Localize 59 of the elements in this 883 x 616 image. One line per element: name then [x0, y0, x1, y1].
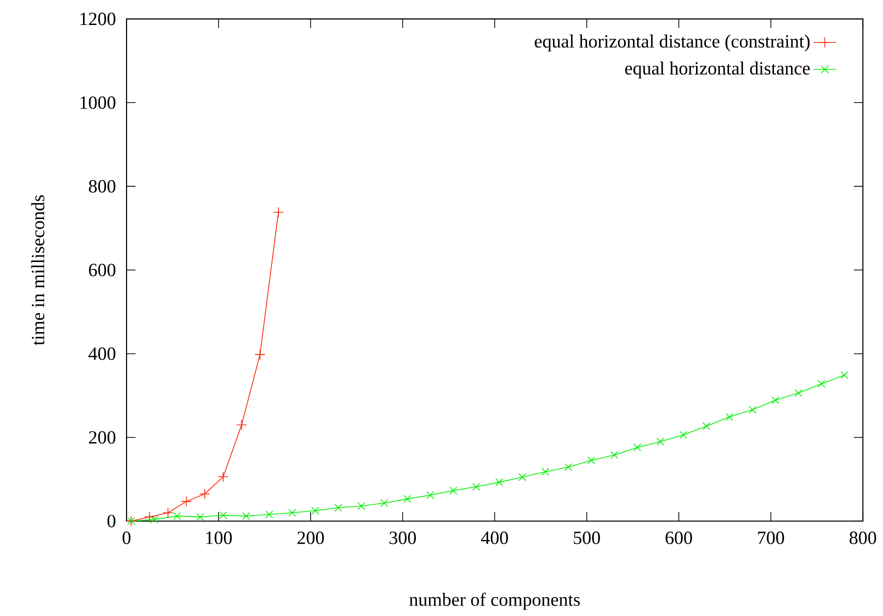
x-tick-label: 400	[481, 532, 508, 544]
x-tick-label: 100	[206, 532, 232, 544]
point	[311, 506, 320, 515]
point	[180, 496, 192, 507]
x-tick-label: 600	[666, 532, 692, 544]
point	[656, 438, 664, 446]
point	[218, 471, 229, 482]
x-tick-label: 800	[850, 532, 876, 544]
y-tick-label: 400	[88, 347, 116, 360]
point	[254, 349, 266, 360]
point	[748, 406, 756, 414]
y-tick-label: 200	[89, 431, 116, 444]
point	[840, 371, 848, 380]
x-tick-label: 0	[122, 532, 130, 544]
y-tick-label: 1200	[80, 12, 116, 26]
point	[150, 516, 158, 524]
point	[472, 482, 480, 491]
x-tick-label: 700	[758, 532, 784, 544]
point	[495, 478, 504, 486]
point	[794, 389, 802, 398]
x-tick-label: 500	[574, 532, 600, 544]
point	[196, 513, 204, 521]
point	[273, 206, 284, 218]
point	[633, 444, 642, 452]
y-tick-label: 0	[108, 514, 116, 528]
legend-label: equal horizontal distance (constraint)	[534, 34, 810, 52]
point	[818, 380, 826, 388]
point	[541, 468, 550, 476]
point	[702, 422, 710, 430]
point	[144, 512, 155, 522]
point	[449, 486, 458, 495]
point	[725, 413, 734, 421]
legend-label: equal horizontal distance	[625, 62, 810, 78]
y-tick-label: 800	[88, 180, 116, 193]
point	[564, 463, 572, 472]
point	[173, 512, 182, 520]
point	[587, 456, 596, 464]
point	[518, 473, 526, 482]
point	[334, 504, 342, 512]
point	[380, 499, 388, 508]
y-tick-label: 1000	[80, 96, 116, 109]
x-axis-title: number of components	[409, 592, 580, 610]
point	[199, 488, 210, 500]
point	[162, 507, 174, 518]
point	[219, 511, 228, 520]
point	[610, 451, 618, 459]
point	[772, 396, 780, 404]
point	[357, 502, 366, 510]
y-tick-label: 600	[88, 264, 116, 276]
point	[403, 495, 412, 503]
point	[236, 420, 247, 430]
x-tick-label: 300	[390, 532, 416, 544]
point	[679, 431, 688, 439]
point	[288, 508, 296, 517]
y-axis-title: time in milliseconds	[31, 195, 44, 346]
point	[242, 512, 250, 520]
point	[265, 510, 274, 518]
point	[426, 491, 434, 500]
x-tick-label: 200	[297, 532, 324, 544]
